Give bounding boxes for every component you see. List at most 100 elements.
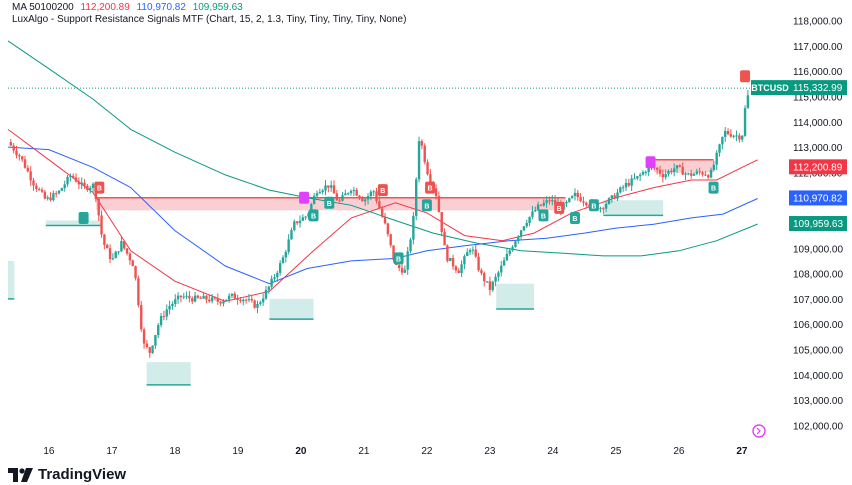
candle-body-223	[641, 171, 645, 175]
ma200-price-label-text: 109,959.63	[793, 219, 843, 230]
signal-label-3: B	[327, 201, 332, 208]
candle-body-185	[534, 210, 537, 212]
candle-body-1	[12, 145, 15, 151]
candle-body-102	[298, 220, 302, 224]
candle-body-23	[74, 177, 78, 182]
signal-label-12: B	[711, 186, 716, 193]
candle-body-238	[684, 173, 687, 175]
time-axis[interactable]: 16 17 18 19 20 21 22 23 24 25 26 27	[43, 446, 748, 457]
candle-body-170	[491, 281, 494, 290]
candle-body-139	[403, 269, 407, 273]
signal-label-0: B	[97, 186, 102, 193]
candle-body-259	[743, 108, 747, 136]
candle-body-121	[352, 189, 356, 191]
candle-body-202	[582, 201, 585, 203]
candle-body-218	[627, 182, 631, 186]
candle-body-10	[37, 189, 41, 191]
candle-body-129	[375, 191, 378, 202]
tradingview-brand[interactable]: TradingView	[8, 466, 126, 483]
signal-marker-14	[299, 191, 310, 204]
candle-body-216	[621, 187, 625, 189]
candle-body-6	[26, 167, 30, 172]
candle-body-32	[100, 215, 103, 235]
candle-body-166	[480, 270, 483, 274]
candle-body-133	[386, 223, 390, 235]
y-tick-label-3: 115,000.00	[793, 93, 843, 104]
candle-body-35	[108, 248, 112, 260]
candle-body-232	[667, 170, 670, 175]
candle-body-127	[369, 191, 373, 197]
candle-body-158	[457, 270, 460, 274]
candle-body-11	[40, 189, 44, 192]
candle-body-41	[125, 248, 129, 254]
last-price-label-symbol-bg	[751, 80, 789, 96]
candle-body-57	[171, 303, 174, 306]
candle-body-109	[318, 192, 322, 194]
support-zone-2	[45, 220, 103, 226]
candle-body-94	[276, 272, 279, 278]
candle-body-189	[545, 200, 548, 203]
support-zone-3	[146, 362, 191, 385]
candle-body-4	[20, 156, 24, 160]
candle-body-54	[162, 315, 166, 317]
candle-body-144	[417, 141, 421, 180]
candle-body-66	[196, 295, 200, 298]
candle-body-190	[548, 200, 551, 202]
candle-body-72	[213, 297, 217, 299]
candle-body-120	[349, 190, 353, 194]
candle-body-184	[531, 211, 534, 217]
alert-icon[interactable]	[752, 424, 766, 438]
ma-legend[interactable]: MA 50100200 112,200.89 110,970.82 109,95…	[12, 2, 247, 13]
candle-body-163	[471, 249, 475, 251]
signal-label-6: B	[428, 186, 433, 193]
candle-body-48	[145, 343, 149, 348]
candle-body-198	[570, 196, 574, 199]
candle-body-155	[449, 257, 452, 261]
candle-body-231	[664, 174, 667, 178]
candle-body-118	[344, 193, 347, 196]
candle-body-235	[675, 165, 679, 169]
candle-body-251	[721, 136, 724, 145]
candle-body-214	[616, 192, 619, 199]
ma50-price-label-text: 112,200.89	[793, 162, 843, 173]
y-tick-label-0: 118,000.00	[793, 17, 843, 28]
candle-body-177	[511, 246, 514, 251]
ma100-price-label-bg	[789, 190, 847, 206]
candle-body-82	[242, 299, 245, 302]
candle-body-215	[619, 187, 622, 193]
candle-body-59	[176, 295, 180, 300]
candle-body-116	[338, 200, 341, 202]
candle-body-168	[485, 281, 489, 283]
candle-body-152	[440, 212, 443, 232]
candle-body-183	[528, 216, 531, 224]
candle-body-134	[389, 234, 392, 246]
signal-label-9: B	[557, 206, 562, 213]
candle-body-253	[726, 131, 730, 135]
candle-body-228	[655, 167, 659, 170]
candle-body-90	[264, 289, 268, 299]
support-zone-7	[603, 200, 664, 216]
candle-body-39	[120, 241, 123, 252]
candle-body-55	[165, 309, 168, 317]
candle-body-145	[420, 141, 424, 146]
indicator-legend[interactable]: LuxAlgo - Support Resistance Signals MTF…	[12, 14, 410, 25]
candle-body-256	[735, 135, 738, 137]
last-price-label-bg	[789, 80, 847, 96]
candle-body-241	[692, 173, 696, 176]
candle-body-47	[142, 329, 146, 344]
candle-body-197	[568, 198, 571, 202]
candle-body-44	[134, 266, 137, 279]
y-tick-label-10: 108,000.00	[793, 270, 843, 281]
ma50-price-label-bg	[789, 159, 847, 175]
y-tick-label-16: 102,000.00	[793, 421, 843, 432]
candle-body-113	[329, 185, 333, 188]
candle-body-42	[128, 253, 132, 261]
candle-body-201	[579, 197, 582, 202]
candle-body-2	[15, 150, 18, 156]
ma50-legend-value: 112,200.89	[80, 2, 130, 13]
candle-body-85	[250, 299, 253, 301]
ma200-line	[7, 40, 758, 257]
moving-averages-layer	[7, 40, 758, 302]
candle-body-260	[746, 95, 750, 109]
